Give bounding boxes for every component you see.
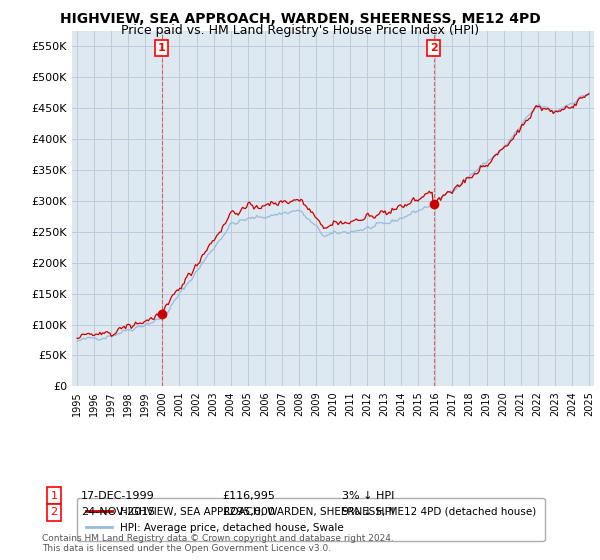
Text: £295,000: £295,000 xyxy=(222,507,275,517)
Text: 9% ↓ HPI: 9% ↓ HPI xyxy=(342,507,395,517)
Text: 3% ↓ HPI: 3% ↓ HPI xyxy=(342,491,394,501)
Legend: HIGHVIEW, SEA APPROACH, WARDEN, SHEERNESS, ME12 4PD (detached house), HPI: Avera: HIGHVIEW, SEA APPROACH, WARDEN, SHEERNES… xyxy=(77,498,545,541)
Text: Contains HM Land Registry data © Crown copyright and database right 2024.
This d: Contains HM Land Registry data © Crown c… xyxy=(42,534,394,553)
Text: Price paid vs. HM Land Registry's House Price Index (HPI): Price paid vs. HM Land Registry's House … xyxy=(121,24,479,36)
Text: £116,995: £116,995 xyxy=(222,491,275,501)
Text: 1: 1 xyxy=(50,491,58,501)
Text: HIGHVIEW, SEA APPROACH, WARDEN, SHEERNESS, ME12 4PD: HIGHVIEW, SEA APPROACH, WARDEN, SHEERNES… xyxy=(59,12,541,26)
Text: 24-NOV-2015: 24-NOV-2015 xyxy=(81,507,155,517)
Text: 2: 2 xyxy=(430,43,437,53)
Text: 17-DEC-1999: 17-DEC-1999 xyxy=(81,491,155,501)
Text: 1: 1 xyxy=(158,43,166,53)
Text: 2: 2 xyxy=(50,507,58,517)
